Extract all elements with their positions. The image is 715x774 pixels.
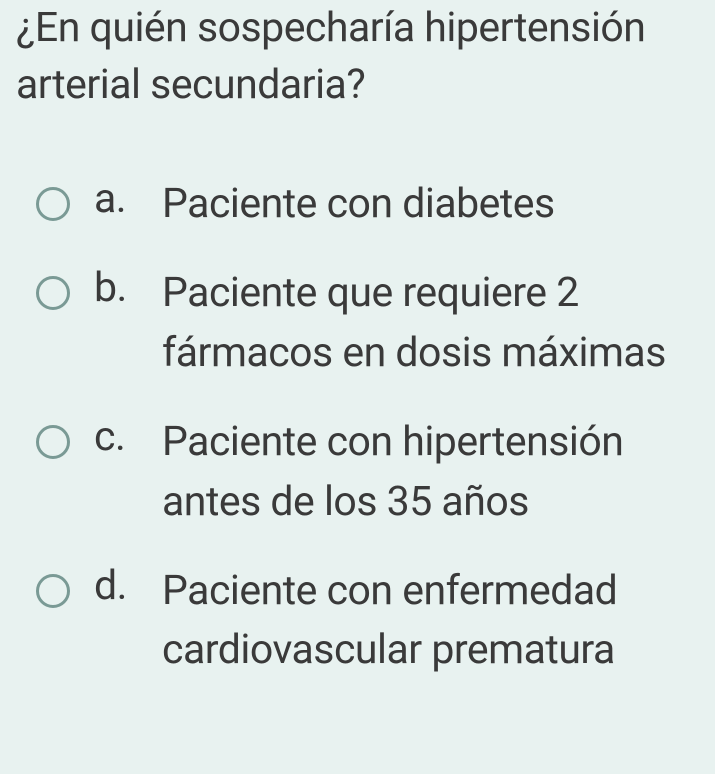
- radio-b[interactable]: [36, 276, 70, 310]
- option-text-d: Paciente con enfermedad cardiovascular p…: [162, 562, 699, 681]
- radio-d[interactable]: [36, 574, 70, 608]
- options-list: a. Paciente con diabetes b. Paciente que…: [16, 175, 699, 681]
- option-letter-d: d.: [94, 562, 138, 610]
- radio-c[interactable]: [36, 425, 70, 459]
- option-letter-c: c.: [94, 413, 138, 461]
- question-text: ¿En quién sospecharía hipertensión arter…: [16, 0, 699, 115]
- option-row-a[interactable]: a. Paciente con diabetes: [36, 175, 699, 234]
- option-letter-a: a.: [94, 175, 138, 223]
- option-row-b[interactable]: b. Paciente que requiere 2 fármacos en d…: [36, 264, 699, 383]
- option-text-c: Paciente con hipertensión antes de los 3…: [162, 413, 699, 532]
- option-letter-b: b.: [94, 264, 138, 312]
- option-content-b: b. Paciente que requiere 2 fármacos en d…: [94, 264, 699, 383]
- option-content-d: d. Paciente con enfermedad cardiovascula…: [94, 562, 699, 681]
- radio-a[interactable]: [36, 187, 70, 221]
- option-text-b: Paciente que requiere 2 fármacos en dosi…: [162, 264, 699, 383]
- option-row-c[interactable]: c. Paciente con hipertensión antes de lo…: [36, 413, 699, 532]
- option-content-a: a. Paciente con diabetes: [94, 175, 699, 234]
- option-content-c: c. Paciente con hipertensión antes de lo…: [94, 413, 699, 532]
- option-text-a: Paciente con diabetes: [162, 175, 555, 234]
- option-row-d[interactable]: d. Paciente con enfermedad cardiovascula…: [36, 562, 699, 681]
